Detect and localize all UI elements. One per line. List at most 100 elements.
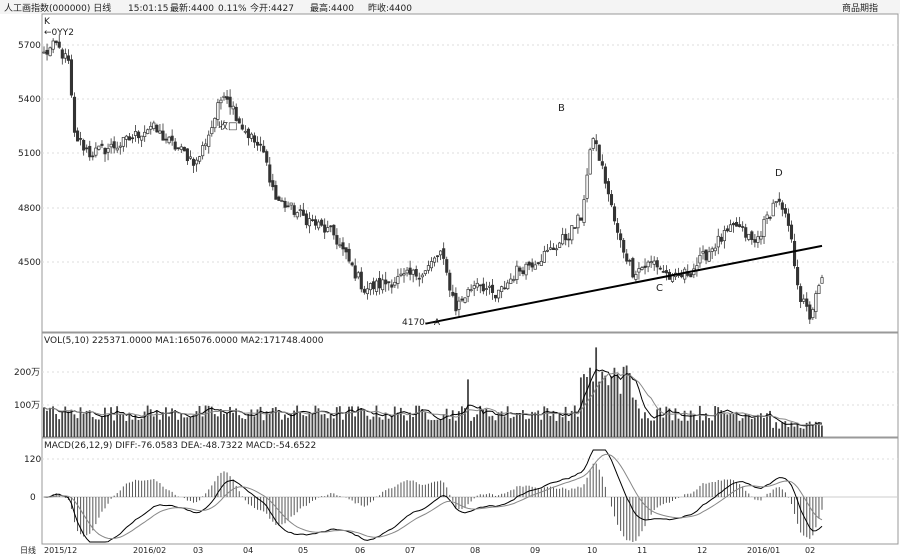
volume-bar [671,420,674,437]
candle-body [378,277,382,289]
candle-body [85,147,89,150]
candle-body [527,261,531,266]
volume-bar [67,411,70,437]
x-tick-label: 07 [405,546,415,555]
candle-body [313,219,318,226]
candle-body [780,202,784,210]
candle-body [375,280,379,292]
candle-body [274,185,278,200]
candle-body [42,51,46,54]
candle-body [530,262,534,268]
candle-body [789,224,794,240]
candle-body [368,283,373,291]
header-title: 人工画指数(000000) 日线 [4,2,111,14]
volume-bar [146,405,149,437]
volume-bar [73,414,76,437]
volume-bar [155,410,158,437]
candle-body [268,164,272,183]
volume-bar [226,412,228,437]
candle-body [719,236,723,242]
candle-body [335,235,339,245]
volume-bar [738,420,741,437]
candle-body [631,258,635,278]
candle-body [643,265,647,268]
candle-body [817,285,821,294]
candle-body [60,49,64,59]
volume-bar [656,409,659,437]
candle-body [606,181,610,195]
candle-body [167,136,171,144]
volume-bar [128,412,131,437]
volume-bar [451,410,454,437]
candle-body [738,224,742,228]
volume-bar [64,406,67,437]
volume-bar [546,408,549,437]
volume-bar [448,418,451,437]
candle-body [439,250,443,256]
volume-bar [61,412,64,437]
volume-bar [457,411,460,437]
volume-bar [180,413,183,437]
volume-bar [775,422,778,437]
volume-bar [604,375,607,437]
volume-bar [729,413,732,437]
volume-bar [753,417,756,437]
candle-body [417,277,421,280]
candle-body [808,304,812,320]
x-tick-label: 05 [298,546,308,555]
candle-body [612,206,617,222]
volume-bar [747,415,750,437]
volume-bar [58,419,61,437]
candlestick-series [42,34,824,324]
candle-body [265,151,269,163]
candle-body [115,147,119,151]
volume-bar [799,427,802,437]
volume-bar [595,347,598,437]
candle-body [143,131,147,137]
volume-bar [686,420,689,437]
candle-body [393,281,397,286]
volume-bar [216,416,219,437]
candle-body [82,140,86,151]
candle-body [786,213,790,226]
volume-bar [802,428,805,437]
candle-body [51,40,55,50]
candle-body [591,138,595,149]
volume-bar [207,405,210,437]
header-change: 0.11% [218,4,247,14]
volume-bar [436,419,439,437]
candle-body [728,224,733,232]
candle-body [155,124,159,133]
volume-bar [790,422,793,437]
volume-bar [235,408,238,437]
volume-bar [326,418,329,437]
volume-bar [665,406,668,437]
volume-bar [525,419,527,437]
volume-bar [311,414,314,437]
candle-body [130,137,135,140]
candle-body [426,265,430,271]
candle-body [579,217,583,221]
volume-bar [680,420,683,437]
candle-body [454,293,458,312]
volume-bar [576,416,579,437]
candle-body [204,143,208,147]
candle-body [146,129,150,134]
volume-tick-label: 200万 [14,368,40,378]
volume-bar [622,366,625,437]
volume-bar [91,417,94,437]
candle-body [713,247,717,252]
macd-dea-line [43,453,823,540]
candle-body [323,224,327,233]
volume-bar [308,413,311,437]
candle-body [509,278,513,284]
candle-body [646,261,650,268]
volume-bar [698,405,701,437]
candle-body [545,249,549,252]
candle-body [164,138,168,141]
x-axis: 日线 2015/12 2016/02 03 04 05 06 07 08 09 … [20,545,815,555]
candle-body [100,143,104,146]
volume-bar [409,412,411,437]
volume-bar [714,406,717,437]
